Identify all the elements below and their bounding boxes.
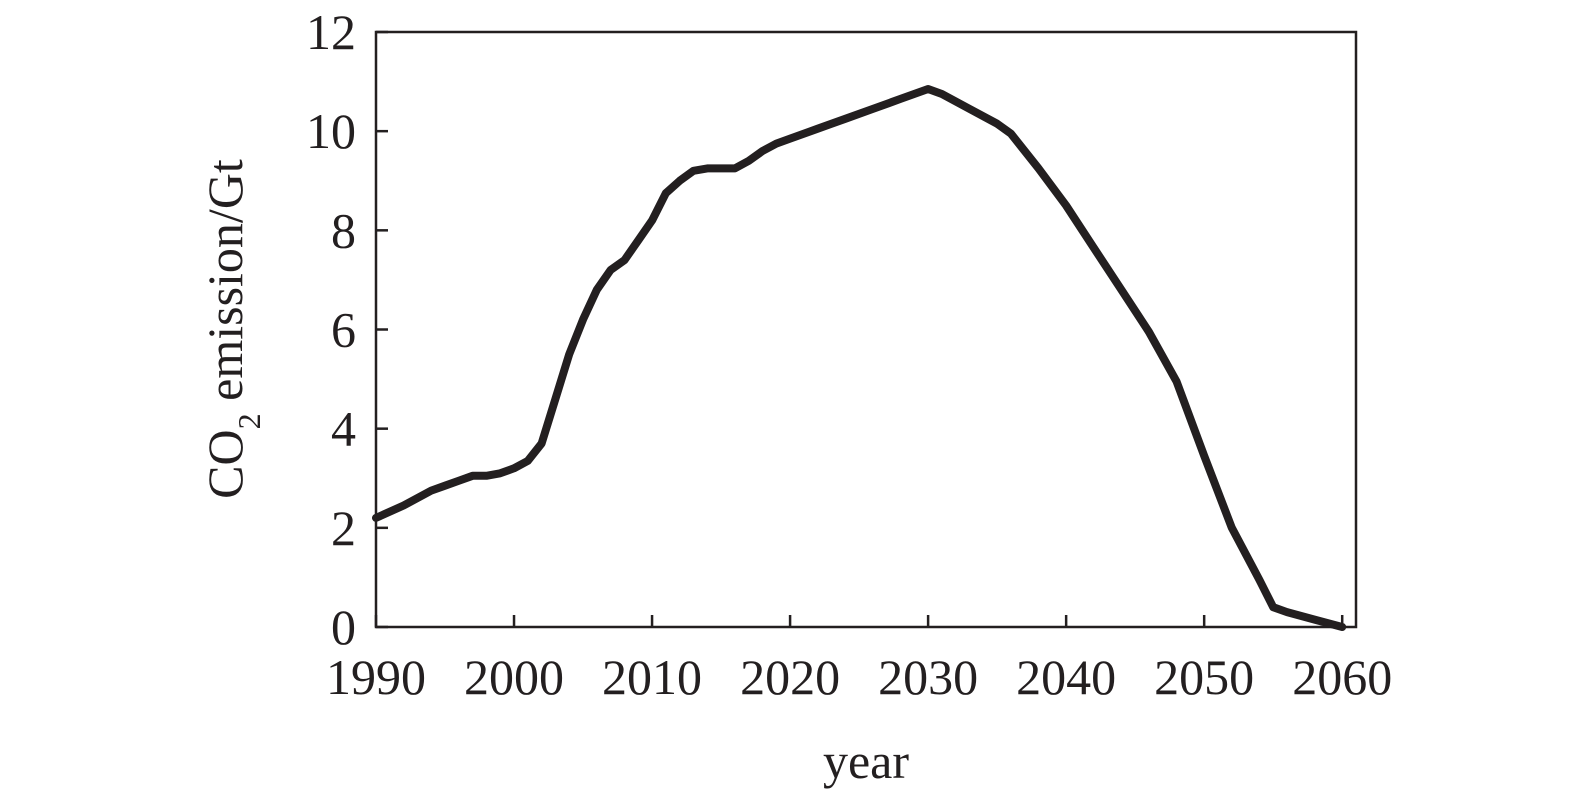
y-tick-label: 4 — [331, 401, 356, 457]
x-tick-label: 1990 — [326, 649, 426, 705]
y-tick-label: 12 — [306, 4, 356, 60]
y-tick-label: 8 — [331, 202, 356, 258]
y-tick-label: 0 — [331, 599, 356, 655]
y-axis: 0 2 4 6 8 10 12 — [306, 4, 388, 655]
y-axis-title-suffix: emission/Gt — [197, 159, 253, 413]
y-tick-label: 6 — [331, 302, 356, 358]
emission-series-line — [372, 85, 1347, 631]
y-axis-title: CO2 emission/Gt — [197, 159, 267, 499]
x-axis: 1990 2000 2010 2020 2030 2040 2050 2060 — [326, 615, 1392, 705]
plot-frame — [374, 30, 1358, 629]
x-tick-label: 2040 — [1016, 649, 1116, 705]
x-tick-label: 2000 — [464, 649, 564, 705]
x-tick-label: 2050 — [1154, 649, 1254, 705]
x-tick-label: 2010 — [602, 649, 702, 705]
y-tick-label: 10 — [306, 103, 356, 159]
y-axis-title-subscript: 2 — [231, 413, 267, 429]
x-tick-label: 2020 — [740, 649, 840, 705]
y-tick-label: 2 — [331, 500, 356, 556]
x-tick-label: 2060 — [1292, 649, 1392, 705]
y-axis-title-prefix: CO — [197, 429, 253, 498]
x-tick-label: 2030 — [878, 649, 978, 705]
x-axis-title: year — [823, 733, 909, 789]
